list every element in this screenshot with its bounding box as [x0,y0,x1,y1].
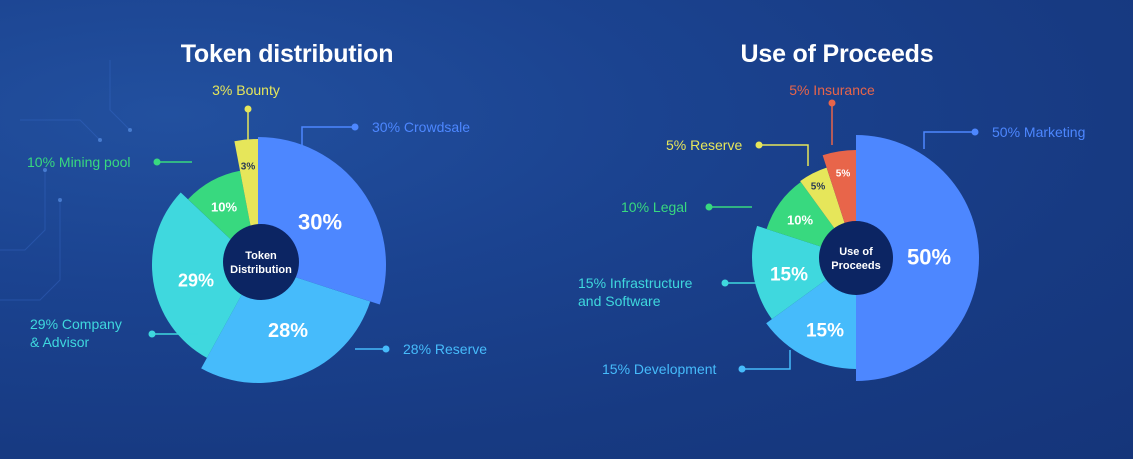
callout-line-1-4 [759,144,809,166]
callout-label-0-0-0: 30% Crowdsale [372,119,470,135]
callout-dot-1-0 [971,128,979,136]
circuit-decoration [0,60,132,301]
callout-dot-1-2 [721,279,729,287]
center-disc-1 [819,221,893,295]
slice-value-label-1-2: 15% [770,265,808,286]
center-label-1-0: Use of [839,246,873,258]
callout-label-1-2-0: 15% Infrastructure [578,275,693,291]
center-label-0-1: Distribution [230,264,292,276]
callout-dot-0-0 [351,123,359,131]
callout-dot-0-2 [148,330,156,338]
callout-dot-1-3 [705,203,713,211]
slice-value-label-1-0: 50% [907,245,951,270]
slice-value-label-0-1: 28% [268,320,308,342]
slice-value-label-1-1: 15% [806,321,844,342]
callout-label-1-4-0: 5% Reserve [666,137,742,153]
callout-label-1-2-1: and Software [578,293,661,309]
center-label-1-1: Proceeds [831,260,881,272]
callout-label-1-5-0: 5% Insurance [789,82,875,98]
callout-label-0-2-1: & Advisor [30,334,89,350]
callout-label-0-3-0: 10% Mining pool [27,154,131,170]
callout-label-0-2-0: 29% Company [30,316,122,332]
callout-dot-1-4 [755,141,763,149]
callout-line-1-1 [742,350,791,370]
callout-dot-1-5 [828,99,836,107]
chart-title-token-distribution: Token distribution [180,40,394,68]
center-disc-0 [223,224,299,300]
pie-slice-1-0 [856,135,979,381]
callout-line-0-0 [301,126,355,152]
slice-value-label-0-0: 30% [298,210,342,235]
slice-value-label-1-3: 10% [787,213,813,228]
center-label-0-0: Token [245,250,277,262]
callout-dot-0-4 [244,105,252,113]
use-of-proceeds-pie: Use of Proceeds 50% 15% 15% 10% 5% 5% 50% Market… [578,82,1085,381]
slice-value-label-1-4: 5% [811,182,826,193]
callout-label-1-3-0: 10% Legal [621,199,687,215]
callout-dot-1-1 [738,365,746,373]
slice-value-label-0-2: 29% [178,270,214,290]
callout-label-1-0-0: 50% Marketing [992,124,1085,140]
slice-value-label-0-3: 10% [211,200,237,215]
pie-slice-0-2 [151,192,258,358]
token-distribution-pie: Token Distribution 30% 28% 29% 10% 3% 30% Crowd… [27,82,487,383]
callout-dot-0-3 [153,158,161,166]
slice-value-label-1-5: 5% [836,169,851,180]
slice-value-label-0-4: 3% [241,162,256,173]
callout-label-0-4-0: 3% Bounty [212,82,280,98]
callout-dot-0-1 [382,345,390,353]
callout-label-1-1-0: 15% Development [602,361,717,377]
pie-slice-1-2 [751,225,856,320]
callout-line-1-0 [923,131,975,149]
chart-title-use-of-proceeds: Use of Proceeds [740,40,934,68]
callout-label-0-1-0: 28% Reserve [403,341,487,357]
